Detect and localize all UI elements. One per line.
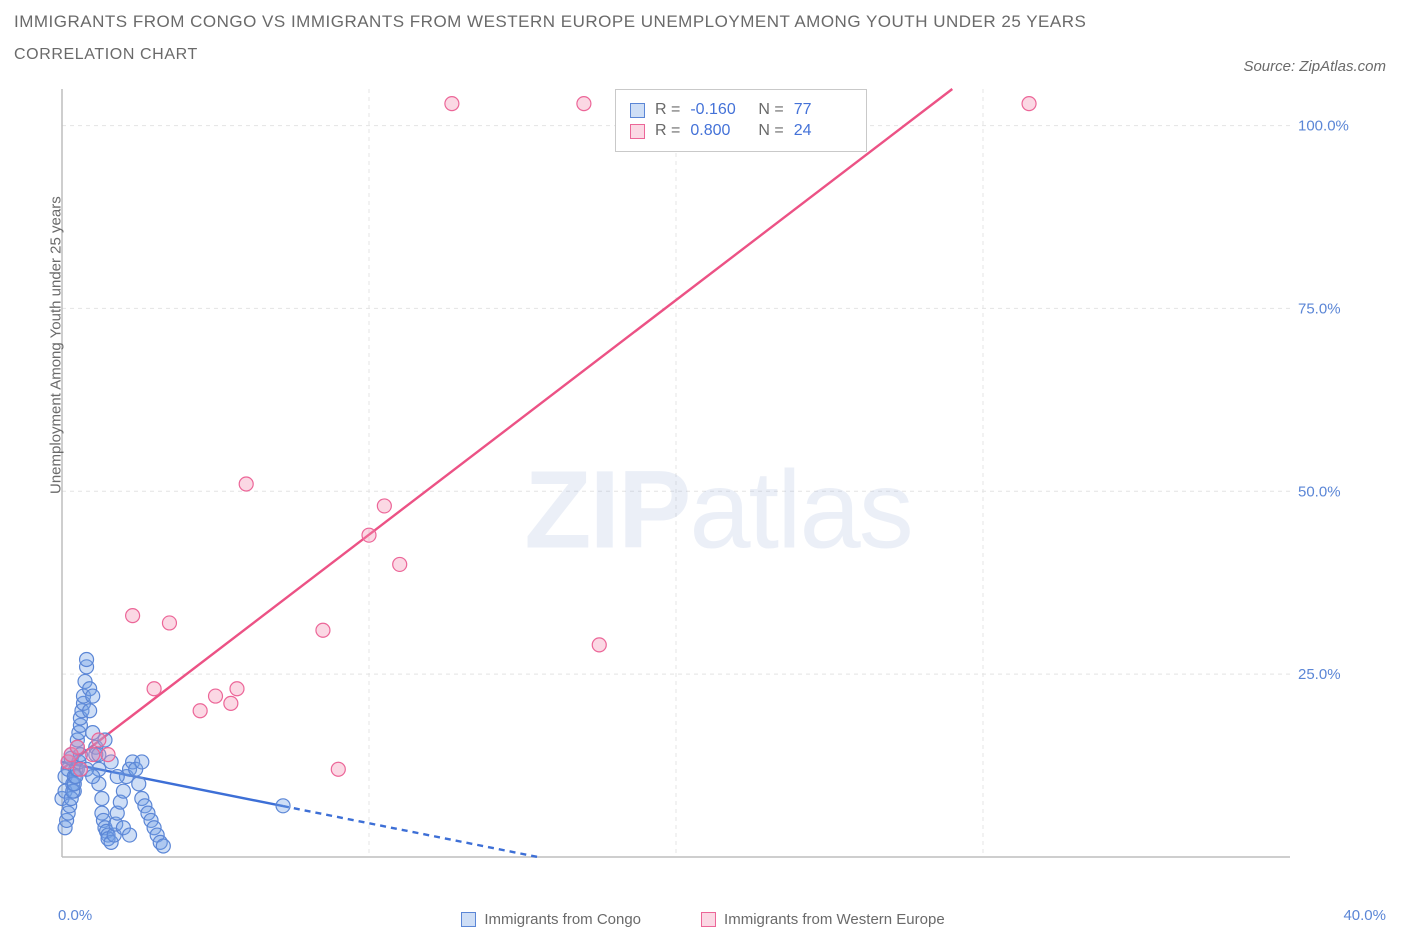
data-point <box>230 682 244 696</box>
y-tick-label: 75.0% <box>1298 300 1341 317</box>
data-point <box>193 704 207 718</box>
data-point <box>73 762 87 776</box>
scatter-chart: 25.0% 50.0% 75.0% 100.0% <box>50 85 1360 875</box>
data-point <box>224 696 238 710</box>
stats-swatch <box>630 103 645 118</box>
data-point <box>132 777 146 791</box>
data-point <box>156 839 170 853</box>
stats-swatch <box>630 124 645 139</box>
page-title: IMMIGRANTS FROM CONGO VS IMMIGRANTS FROM… <box>14 12 1394 32</box>
data-point <box>126 609 140 623</box>
correlation-stats-box: R = -0.160 N = 77 R = 0.800 N = 24 <box>615 89 867 152</box>
data-point <box>393 557 407 571</box>
data-point <box>101 748 115 762</box>
data-point <box>162 616 176 630</box>
stats-n-value: 77 <box>794 101 852 119</box>
data-point <box>123 828 137 842</box>
source-attribution: Source: ZipAtlas.com <box>1243 58 1386 75</box>
data-point <box>331 762 345 776</box>
y-axis-label: Unemployment Among Youth under 25 years <box>48 196 65 494</box>
data-point <box>86 689 100 703</box>
legend-swatch-western-europe <box>701 912 716 927</box>
legend: Immigrants from Congo Immigrants from We… <box>0 911 1406 928</box>
legend-item-western-europe: Immigrants from Western Europe <box>701 911 945 928</box>
data-point <box>445 97 459 111</box>
stats-n-value: 24 <box>794 122 852 140</box>
data-point <box>70 740 84 754</box>
data-point <box>147 682 161 696</box>
data-point <box>86 748 100 762</box>
stats-row: R = 0.800 N = 24 <box>630 122 852 140</box>
data-point <box>316 623 330 637</box>
data-point <box>135 755 149 769</box>
legend-item-congo: Immigrants from Congo <box>461 911 641 928</box>
stats-n-label: N = <box>758 122 783 140</box>
legend-label-western-europe: Immigrants from Western Europe <box>724 911 945 928</box>
data-point <box>83 704 97 718</box>
data-point <box>377 499 391 513</box>
y-tick-label: 25.0% <box>1298 666 1341 683</box>
stats-r-label: R = <box>655 101 680 119</box>
legend-label-congo: Immigrants from Congo <box>484 911 641 928</box>
data-point <box>80 653 94 667</box>
y-tick-label: 50.0% <box>1298 483 1341 500</box>
data-point <box>239 477 253 491</box>
data-point <box>577 97 591 111</box>
data-point <box>1022 97 1036 111</box>
data-point <box>86 770 100 784</box>
stats-r-value: -0.160 <box>690 101 748 119</box>
stats-n-label: N = <box>758 101 783 119</box>
data-point <box>95 791 109 805</box>
stats-r-label: R = <box>655 122 680 140</box>
data-point <box>116 784 130 798</box>
chart-container: Unemployment Among Youth under 25 years … <box>50 85 1386 902</box>
legend-swatch-congo <box>461 912 476 927</box>
y-tick-label: 100.0% <box>1298 118 1349 135</box>
data-point <box>362 528 376 542</box>
data-point <box>92 733 106 747</box>
data-point <box>592 638 606 652</box>
stats-r-value: 0.800 <box>690 122 748 140</box>
data-point <box>209 689 223 703</box>
page-subtitle: CORRELATION CHART <box>14 46 1394 64</box>
stats-row: R = -0.160 N = 77 <box>630 101 852 119</box>
data-point <box>110 770 124 784</box>
data-point <box>276 799 290 813</box>
